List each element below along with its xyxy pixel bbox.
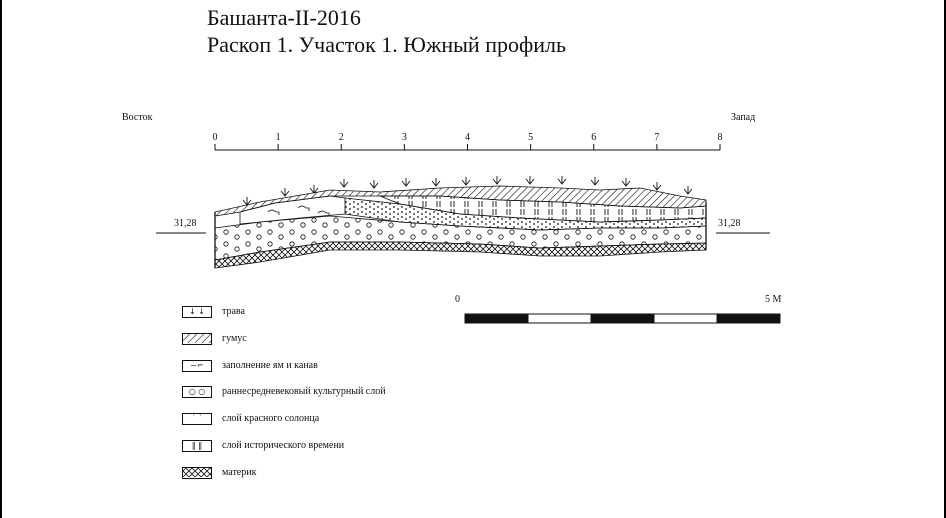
bedrock-crosshatch-icon xyxy=(182,467,212,479)
title-section: Раскоп 1. Участок 1. Южный профиль xyxy=(207,32,567,57)
ruler-tick-label: 0 xyxy=(213,132,218,143)
bars-icon: ‖ ‖ xyxy=(182,440,212,452)
legend-label-red-solonets: слой красного солонца xyxy=(222,413,320,424)
grass-icon xyxy=(557,176,567,185)
grass-icon xyxy=(401,178,411,187)
ruler-tick-label: 6 xyxy=(591,132,596,143)
grass-icon xyxy=(590,177,600,186)
scalebar-end-label: 5 М xyxy=(765,294,782,305)
title-site: Башанта-II-2016 xyxy=(207,5,361,30)
grass-icon xyxy=(492,176,502,185)
grass-icon xyxy=(461,177,471,186)
layer-humus xyxy=(214,185,707,217)
grass-icon xyxy=(525,176,535,185)
legend-label-historic-time: слой исторического времени xyxy=(222,440,345,451)
figure-title: Башанта-II-2016 Раскоп 1. Участок 1. Южн… xyxy=(207,4,566,59)
ruler-tick-label: 8 xyxy=(718,132,723,143)
grass-icon xyxy=(652,182,662,191)
ruler-tick-label: 2 xyxy=(339,132,344,143)
legend-label-bedrock: материк xyxy=(222,467,257,478)
grass-icon xyxy=(431,178,441,187)
scalebar-start-label: 0 xyxy=(455,294,460,305)
ruler-tick-label: 4 xyxy=(465,132,470,143)
scalebar-segment xyxy=(653,313,718,324)
elevation-left-label: 31,28 xyxy=(174,218,197,229)
grass-icon xyxy=(242,197,252,206)
direction-west-label: Запад xyxy=(731,112,756,123)
legend-label-humus: гумус xyxy=(222,333,247,344)
grass-icon: ↓ ↓ xyxy=(182,306,212,318)
dots-icon: ˙ ˙ xyxy=(182,413,212,425)
scalebar-segment xyxy=(527,313,592,324)
grass-icon xyxy=(683,186,693,195)
grass-icon xyxy=(280,188,290,197)
elevation-right-label: 31,28 xyxy=(718,218,741,229)
humus-hatch-icon xyxy=(182,333,212,345)
pit-fill-symbols xyxy=(267,205,330,216)
circles-icon: ○ ○ xyxy=(182,386,212,398)
ruler-tick-label: 7 xyxy=(654,132,659,143)
grass-icon xyxy=(621,178,631,187)
grass-icon xyxy=(369,180,379,189)
pit-fill-icon: ~⌐ xyxy=(182,360,212,372)
grass-symbols xyxy=(242,176,693,206)
legend-label-grass: трава xyxy=(222,306,245,317)
scalebar-segment xyxy=(716,313,781,324)
ruler: 0 1 2 3 4 5 6 7 8 xyxy=(213,132,723,151)
legend-label-pit-fill: заполнение ям и канав xyxy=(222,360,318,371)
ruler-tick-label: 5 xyxy=(528,132,533,143)
ruler-tick-label: 3 xyxy=(402,132,407,143)
direction-east-label: Восток xyxy=(122,112,153,123)
scalebar-segment xyxy=(590,313,655,324)
ruler-tick-label: 1 xyxy=(276,132,281,143)
scalebar-segment xyxy=(464,313,529,324)
grass-icon xyxy=(339,179,349,188)
grass-icon xyxy=(309,185,319,194)
scale-bar xyxy=(464,313,781,324)
legend-label-early-medieval: раннесредневековый культурный слой xyxy=(222,386,386,397)
